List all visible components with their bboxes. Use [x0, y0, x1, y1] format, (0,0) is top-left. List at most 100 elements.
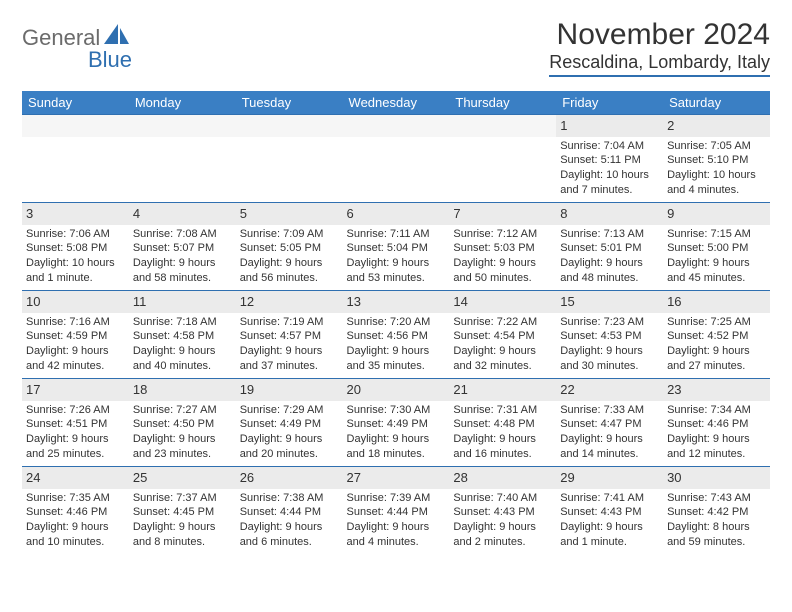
- day-info: Sunrise: 7:13 AM Sunset: 5:01 PM Dayligh…: [556, 225, 663, 290]
- day-info: Sunrise: 7:23 AM Sunset: 4:53 PM Dayligh…: [556, 313, 663, 378]
- day-number: 18: [129, 378, 236, 401]
- day-info: Sunrise: 7:39 AM Sunset: 4:44 PM Dayligh…: [343, 489, 450, 554]
- calendar-cell: 11Sunrise: 7:18 AM Sunset: 4:58 PM Dayli…: [129, 290, 236, 378]
- calendar-body: 1Sunrise: 7:04 AM Sunset: 5:11 PM Daylig…: [22, 114, 770, 554]
- day-info: Sunrise: 7:20 AM Sunset: 4:56 PM Dayligh…: [343, 313, 450, 378]
- day-number: 3: [22, 202, 129, 225]
- day-info: [449, 137, 556, 143]
- day-number: 13: [343, 290, 450, 313]
- day-info: Sunrise: 7:37 AM Sunset: 4:45 PM Dayligh…: [129, 489, 236, 554]
- day-info: Sunrise: 7:34 AM Sunset: 4:46 PM Dayligh…: [663, 401, 770, 466]
- day-number: [236, 114, 343, 137]
- calendar-cell: 4Sunrise: 7:08 AM Sunset: 5:07 PM Daylig…: [129, 202, 236, 290]
- day-info: Sunrise: 7:43 AM Sunset: 4:42 PM Dayligh…: [663, 489, 770, 554]
- calendar-cell: 12Sunrise: 7:19 AM Sunset: 4:57 PM Dayli…: [236, 290, 343, 378]
- calendar-cell: 23Sunrise: 7:34 AM Sunset: 4:46 PM Dayli…: [663, 378, 770, 466]
- calendar-cell: 5Sunrise: 7:09 AM Sunset: 5:05 PM Daylig…: [236, 202, 343, 290]
- day-number: 23: [663, 378, 770, 401]
- day-number: 24: [22, 466, 129, 489]
- calendar-cell: 28Sunrise: 7:40 AM Sunset: 4:43 PM Dayli…: [449, 466, 556, 554]
- day-number: 20: [343, 378, 450, 401]
- title-block: November 2024 Rescaldina, Lombardy, Ital…: [549, 18, 770, 77]
- calendar-cell: 9Sunrise: 7:15 AM Sunset: 5:00 PM Daylig…: [663, 202, 770, 290]
- calendar-row: 10Sunrise: 7:16 AM Sunset: 4:59 PM Dayli…: [22, 290, 770, 378]
- day-number: [129, 114, 236, 137]
- day-info: [22, 137, 129, 143]
- calendar-cell: 24Sunrise: 7:35 AM Sunset: 4:46 PM Dayli…: [22, 466, 129, 554]
- day-number: 28: [449, 466, 556, 489]
- header: General Blue November 2024 Rescaldina, L…: [22, 18, 770, 77]
- day-number: 29: [556, 466, 663, 489]
- page-title: November 2024: [549, 18, 770, 52]
- day-number: 9: [663, 202, 770, 225]
- calendar-cell: 7Sunrise: 7:12 AM Sunset: 5:03 PM Daylig…: [449, 202, 556, 290]
- day-number: 16: [663, 290, 770, 313]
- day-number: 7: [449, 202, 556, 225]
- weekday-header-row: Sunday Monday Tuesday Wednesday Thursday…: [22, 91, 770, 114]
- day-number: 10: [22, 290, 129, 313]
- location-label: Rescaldina, Lombardy, Italy: [549, 52, 770, 77]
- day-number: 4: [129, 202, 236, 225]
- calendar-cell: 1Sunrise: 7:04 AM Sunset: 5:11 PM Daylig…: [556, 114, 663, 202]
- calendar-row: 24Sunrise: 7:35 AM Sunset: 4:46 PM Dayli…: [22, 466, 770, 554]
- calendar-cell: 17Sunrise: 7:26 AM Sunset: 4:51 PM Dayli…: [22, 378, 129, 466]
- weekday-sunday: Sunday: [22, 91, 129, 114]
- day-number: 19: [236, 378, 343, 401]
- day-number: 15: [556, 290, 663, 313]
- day-number: [343, 114, 450, 137]
- day-info: Sunrise: 7:12 AM Sunset: 5:03 PM Dayligh…: [449, 225, 556, 290]
- calendar-cell: 21Sunrise: 7:31 AM Sunset: 4:48 PM Dayli…: [449, 378, 556, 466]
- weekday-friday: Friday: [556, 91, 663, 114]
- weekday-monday: Monday: [129, 91, 236, 114]
- day-info: Sunrise: 7:15 AM Sunset: 5:00 PM Dayligh…: [663, 225, 770, 290]
- day-number: 2: [663, 114, 770, 137]
- calendar-cell: 27Sunrise: 7:39 AM Sunset: 4:44 PM Dayli…: [343, 466, 450, 554]
- calendar-cell: [22, 114, 129, 202]
- weekday-thursday: Thursday: [449, 91, 556, 114]
- day-info: Sunrise: 7:09 AM Sunset: 5:05 PM Dayligh…: [236, 225, 343, 290]
- calendar-cell: 22Sunrise: 7:33 AM Sunset: 4:47 PM Dayli…: [556, 378, 663, 466]
- calendar-table: Sunday Monday Tuesday Wednesday Thursday…: [22, 91, 770, 554]
- calendar-cell: 6Sunrise: 7:11 AM Sunset: 5:04 PM Daylig…: [343, 202, 450, 290]
- logo: General Blue: [22, 18, 132, 73]
- day-number: 8: [556, 202, 663, 225]
- calendar-row: 17Sunrise: 7:26 AM Sunset: 4:51 PM Dayli…: [22, 378, 770, 466]
- day-number: 27: [343, 466, 450, 489]
- day-info: Sunrise: 7:30 AM Sunset: 4:49 PM Dayligh…: [343, 401, 450, 466]
- calendar-row: 1Sunrise: 7:04 AM Sunset: 5:11 PM Daylig…: [22, 114, 770, 202]
- calendar-cell: [449, 114, 556, 202]
- day-info: [343, 137, 450, 143]
- calendar-cell: 15Sunrise: 7:23 AM Sunset: 4:53 PM Dayli…: [556, 290, 663, 378]
- calendar-cell: 3Sunrise: 7:06 AM Sunset: 5:08 PM Daylig…: [22, 202, 129, 290]
- day-info: Sunrise: 7:05 AM Sunset: 5:10 PM Dayligh…: [663, 137, 770, 202]
- day-info: [236, 137, 343, 143]
- day-number: [22, 114, 129, 137]
- weekday-tuesday: Tuesday: [236, 91, 343, 114]
- calendar-cell: 19Sunrise: 7:29 AM Sunset: 4:49 PM Dayli…: [236, 378, 343, 466]
- day-info: Sunrise: 7:18 AM Sunset: 4:58 PM Dayligh…: [129, 313, 236, 378]
- day-info: Sunrise: 7:22 AM Sunset: 4:54 PM Dayligh…: [449, 313, 556, 378]
- day-number: [449, 114, 556, 137]
- calendar-cell: [236, 114, 343, 202]
- calendar-cell: 25Sunrise: 7:37 AM Sunset: 4:45 PM Dayli…: [129, 466, 236, 554]
- day-info: Sunrise: 7:40 AM Sunset: 4:43 PM Dayligh…: [449, 489, 556, 554]
- day-number: 17: [22, 378, 129, 401]
- calendar-cell: 8Sunrise: 7:13 AM Sunset: 5:01 PM Daylig…: [556, 202, 663, 290]
- weekday-saturday: Saturday: [663, 91, 770, 114]
- day-info: Sunrise: 7:06 AM Sunset: 5:08 PM Dayligh…: [22, 225, 129, 290]
- day-number: 5: [236, 202, 343, 225]
- calendar-cell: 18Sunrise: 7:27 AM Sunset: 4:50 PM Dayli…: [129, 378, 236, 466]
- day-number: 14: [449, 290, 556, 313]
- day-info: Sunrise: 7:31 AM Sunset: 4:48 PM Dayligh…: [449, 401, 556, 466]
- day-info: Sunrise: 7:25 AM Sunset: 4:52 PM Dayligh…: [663, 313, 770, 378]
- calendar-cell: 29Sunrise: 7:41 AM Sunset: 4:43 PM Dayli…: [556, 466, 663, 554]
- day-info: Sunrise: 7:41 AM Sunset: 4:43 PM Dayligh…: [556, 489, 663, 554]
- day-info: [129, 137, 236, 143]
- day-number: 11: [129, 290, 236, 313]
- day-number: 25: [129, 466, 236, 489]
- calendar-cell: 20Sunrise: 7:30 AM Sunset: 4:49 PM Dayli…: [343, 378, 450, 466]
- day-number: 22: [556, 378, 663, 401]
- day-info: Sunrise: 7:08 AM Sunset: 5:07 PM Dayligh…: [129, 225, 236, 290]
- calendar-row: 3Sunrise: 7:06 AM Sunset: 5:08 PM Daylig…: [22, 202, 770, 290]
- calendar-cell: 14Sunrise: 7:22 AM Sunset: 4:54 PM Dayli…: [449, 290, 556, 378]
